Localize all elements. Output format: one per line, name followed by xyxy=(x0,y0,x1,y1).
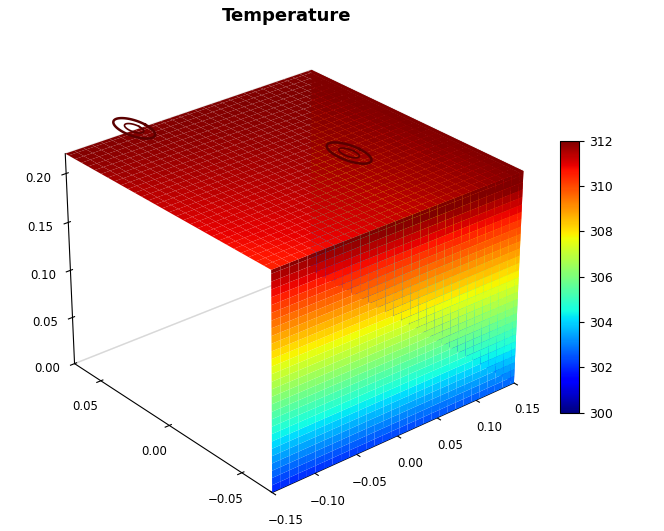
Title: Temperature: Temperature xyxy=(221,7,351,25)
